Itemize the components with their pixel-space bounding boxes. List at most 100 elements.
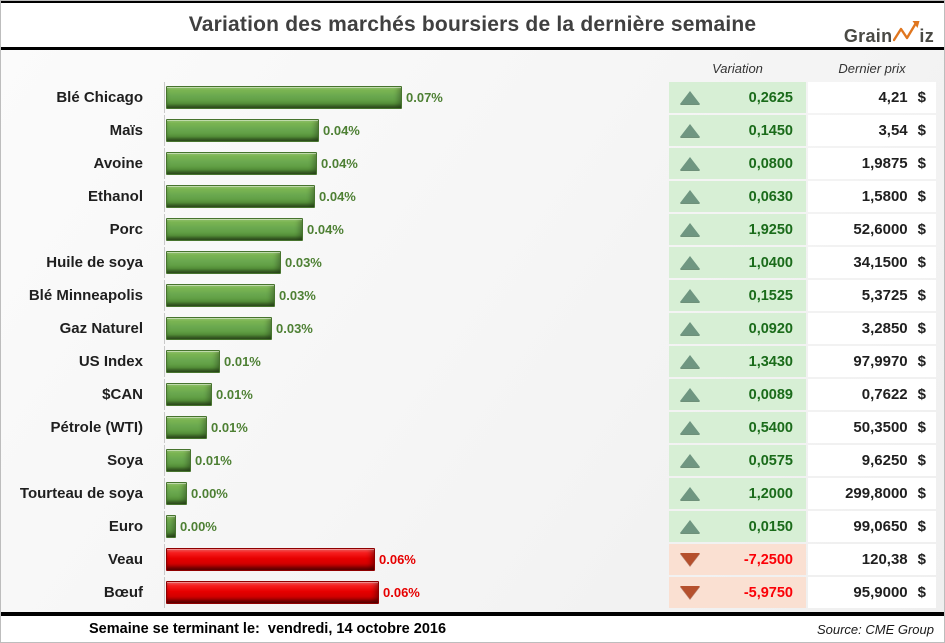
variation-value: 1,0400 xyxy=(748,254,793,271)
page-title: Variation des marchés boursiers de la de… xyxy=(188,13,757,36)
variation-cell: 1,3430 xyxy=(669,346,806,377)
bar-area: 0.03% xyxy=(164,313,669,344)
bar-percentage-label: 0.06% xyxy=(379,552,416,567)
variation-bar xyxy=(166,152,317,175)
column-header-dernier-prix: Dernier prix xyxy=(838,60,906,76)
variation-cell: -7,2500 xyxy=(669,544,806,575)
variation-cell: 0,0150 xyxy=(669,511,806,542)
variation-bar xyxy=(166,317,272,340)
direction-triangle-icon xyxy=(680,454,700,467)
variation-cell: 0,2625 xyxy=(669,82,806,113)
bar-area: 0.01% xyxy=(164,445,669,476)
direction-triangle-icon xyxy=(680,91,700,104)
bar-percentage-label: 0.03% xyxy=(279,288,316,303)
bar-area: 0.04% xyxy=(164,115,669,146)
bar-percentage-label: 0.01% xyxy=(211,420,248,435)
market-label: Pétrole (WTI) xyxy=(50,419,144,436)
variation-cell: 0,0575 xyxy=(669,445,806,476)
variation-cell: 0,0630 xyxy=(669,181,806,212)
footer-divider-line xyxy=(1,612,944,616)
market-row: Maïs 0.04% 0,1450 3,54 $ xyxy=(1,115,936,146)
market-row: Ethanol 0.04% 0,0630 1,5800 $ xyxy=(1,181,936,212)
last-price-value: 5,3725 xyxy=(861,287,908,304)
last-price-value: 99,0650 xyxy=(853,518,908,535)
variation-value: 1,2000 xyxy=(748,485,793,502)
market-label: US Index xyxy=(78,353,143,370)
market-row: Euro 0.00% 0,0150 99,0650 $ xyxy=(1,511,936,542)
variation-bar xyxy=(166,284,275,307)
market-row: Blé Minneapolis 0.03% 0,1525 5,3725 $ xyxy=(1,280,936,311)
last-price-cell: 97,9970 $ xyxy=(808,346,936,377)
bar-percentage-label: 0.04% xyxy=(323,123,360,138)
variation-bar xyxy=(166,482,187,505)
market-label: Soya xyxy=(107,452,143,469)
stock-zigzag-icon xyxy=(893,21,920,42)
market-label: Veau xyxy=(107,551,143,568)
variation-cell: 0,0800 xyxy=(669,148,806,179)
bar-percentage-label: 0.04% xyxy=(307,222,344,237)
market-label: Tourteau de soya xyxy=(19,485,143,502)
last-price-value: 52,6000 xyxy=(853,221,908,238)
logo-text-right: iz xyxy=(919,26,934,46)
column-header-variation: Variation xyxy=(712,60,763,76)
last-price-value: 97,9970 xyxy=(853,353,908,370)
last-price-value: 1,5800 xyxy=(861,188,908,205)
variation-cell: 0,1450 xyxy=(669,115,806,146)
last-price-cell: 50,3500 $ xyxy=(808,412,936,443)
bar-area: 0.03% xyxy=(164,280,669,311)
market-label: Avoine xyxy=(93,155,143,172)
direction-triangle-icon xyxy=(680,586,700,599)
chart-and-table: Variation Dernier prix Blé Chicago 0.07%… xyxy=(1,50,944,612)
source-label: Source: CME Group xyxy=(816,621,934,637)
week-ending-label: Semaine se terminant le: vendredi, 14 oc… xyxy=(89,621,447,637)
direction-triangle-icon xyxy=(680,157,700,170)
market-label: Gaz Naturel xyxy=(59,320,143,337)
last-price-value: 50,3500 xyxy=(853,419,908,436)
bar-percentage-label: 0.03% xyxy=(276,321,313,336)
last-price-value: 9,6250 xyxy=(861,452,908,469)
variation-bar xyxy=(166,449,191,472)
variation-bar xyxy=(166,581,379,604)
variation-value: 0,1525 xyxy=(748,287,793,304)
market-label: Blé Chicago xyxy=(56,89,143,106)
top-border-line xyxy=(1,1,944,3)
variation-bar xyxy=(166,119,319,142)
variation-value: 0,0150 xyxy=(748,518,793,535)
table-column-headers: Variation Dernier prix xyxy=(1,54,936,82)
direction-triangle-icon xyxy=(680,355,700,368)
variation-value: 0,0800 xyxy=(748,155,793,172)
last-price-value: 299,8000 xyxy=(845,485,908,502)
variation-value: 1,3430 xyxy=(748,353,793,370)
bar-area: 0.00% xyxy=(164,511,669,542)
variation-value: 0,0575 xyxy=(748,452,793,469)
direction-triangle-icon xyxy=(680,421,700,434)
direction-triangle-icon xyxy=(680,223,700,236)
market-label: Ethanol xyxy=(88,188,143,205)
market-label: Huile de soya xyxy=(46,254,143,271)
grainwiz-logo: Grain iz xyxy=(844,19,934,45)
market-row: Huile de soya 0.03% 1,0400 34,1500 $ xyxy=(1,247,936,278)
last-price-value: 0,7622 xyxy=(861,386,908,403)
variation-bar xyxy=(166,251,281,274)
bar-area: 0.01% xyxy=(164,379,669,410)
market-label: Bœuf xyxy=(103,584,143,601)
bar-percentage-label: 0.00% xyxy=(191,486,228,501)
variation-bar xyxy=(166,218,303,241)
last-price-cell: 9,6250 $ xyxy=(808,445,936,476)
last-price-value: 3,2850 xyxy=(861,320,908,337)
market-label: Maïs xyxy=(109,122,143,139)
currency-symbol: $ xyxy=(917,518,926,535)
last-price-cell: 52,6000 $ xyxy=(808,214,936,245)
last-price-cell: 99,0650 $ xyxy=(808,511,936,542)
last-price-value: 3,54 xyxy=(878,122,908,139)
bar-percentage-label: 0.01% xyxy=(224,354,261,369)
variation-bar xyxy=(166,383,212,406)
direction-triangle-icon xyxy=(680,190,700,203)
variation-bar xyxy=(166,185,315,208)
last-price-value: 34,1500 xyxy=(853,254,908,271)
currency-symbol: $ xyxy=(917,221,926,238)
last-price-cell: 95,9000 $ xyxy=(808,577,936,608)
bar-area: 0.04% xyxy=(164,148,669,179)
variation-bar xyxy=(166,416,207,439)
bar-area: 0.04% xyxy=(164,214,669,245)
